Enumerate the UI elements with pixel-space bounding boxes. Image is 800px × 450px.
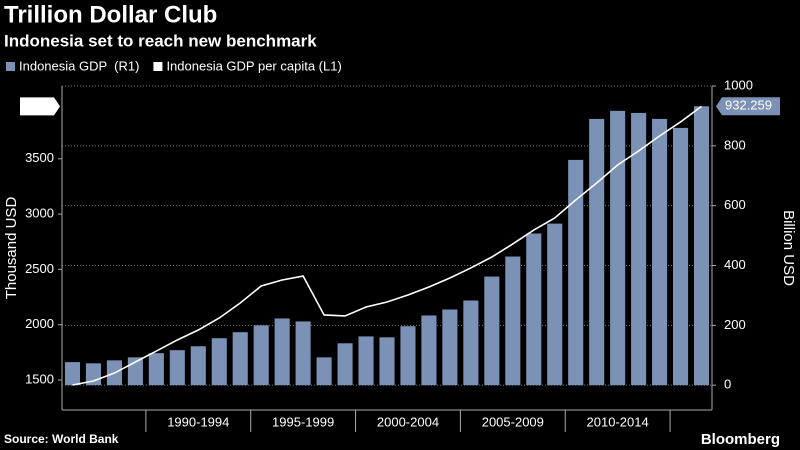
bar: [421, 315, 437, 386]
source: Source: World Bank: [4, 432, 119, 446]
bar: [568, 159, 584, 386]
x-group-label: 1995-1999: [272, 414, 334, 429]
x-group-label: 2000-2004: [377, 414, 439, 429]
bar: [652, 118, 668, 386]
bar: [379, 337, 395, 386]
value-box: [20, 97, 60, 116]
bar: [64, 362, 81, 386]
line: [72, 105, 702, 386]
chart-title: Trillion Dollar Club: [4, 1, 217, 28]
y-tick-label: 2000: [25, 316, 54, 331]
bar: [190, 346, 206, 386]
bar: [211, 338, 227, 386]
legend-label: Indonesia GDP (R1): [19, 58, 139, 73]
x-group-label: 1990-1994: [167, 414, 229, 429]
bar: [169, 350, 185, 386]
bar: [148, 353, 164, 386]
y2-tick-label: 0: [724, 377, 731, 392]
bar: [693, 106, 710, 386]
y2-tick-label: 600: [724, 197, 746, 212]
bar: [337, 343, 353, 386]
value-label: 932.259: [725, 98, 772, 113]
y-tick-label: 3000: [25, 206, 54, 221]
y2-tick-label: 800: [724, 137, 746, 152]
y-axis-label: Thousand USD: [3, 197, 20, 300]
bar: [295, 321, 311, 386]
bar: [274, 318, 290, 386]
y-tick-label: 3500: [25, 150, 54, 165]
x-group-label: 2010-2014: [587, 414, 649, 429]
legend-label: Indonesia GDP per capita (L1): [166, 58, 341, 73]
bar: [253, 325, 269, 386]
y2-axis-label: Billion USD: [780, 210, 797, 286]
bar: [484, 276, 500, 386]
bar: [505, 256, 521, 386]
bar: [631, 112, 647, 386]
chart-subtitle: Indonesia set to reach new benchmark: [4, 31, 317, 50]
bar: [673, 127, 689, 386]
bar: [316, 357, 332, 386]
y-tick-label: 2500: [25, 261, 54, 276]
bar: [358, 336, 374, 386]
y-tick-label: 1500: [25, 371, 54, 386]
legend-swatch: [6, 62, 15, 71]
bar: [463, 300, 479, 386]
y2-tick-label: 400: [724, 257, 746, 272]
y2-tick-label: 200: [724, 317, 746, 332]
bar: [589, 118, 605, 386]
brand: Bloomberg: [701, 431, 780, 448]
value-label: 3974: [24, 98, 53, 113]
x-group-label: 2005-2009: [482, 414, 544, 429]
bar: [400, 326, 416, 386]
bar: [526, 233, 542, 386]
bar: [232, 332, 248, 386]
bar: [547, 223, 563, 386]
bar: [442, 309, 458, 386]
bar: [610, 110, 626, 386]
value-box: [716, 97, 780, 116]
legend-swatch: [153, 62, 163, 71]
y2-tick-label: 1000: [724, 77, 753, 92]
